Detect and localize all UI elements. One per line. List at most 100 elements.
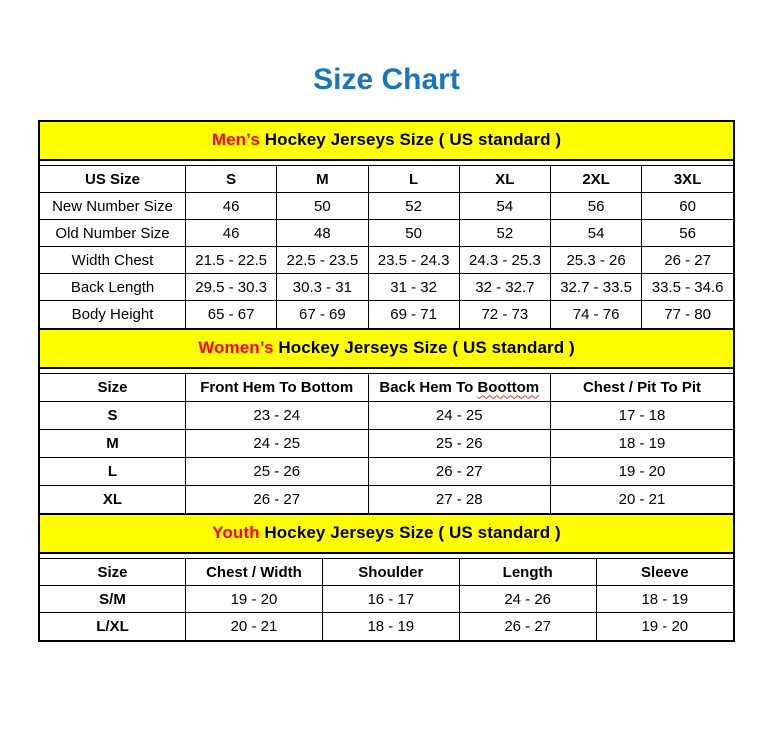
row-label: Back Length xyxy=(40,273,187,301)
column-header-text: Chest / Pit To Pit xyxy=(582,378,702,396)
column-header-text: 3XL xyxy=(673,170,702,188)
table-row: M 24 - 25 25 - 26 18 - 19 xyxy=(40,428,733,458)
cell-value: 32.7 - 33.5 xyxy=(549,273,643,301)
cell-value: 19 - 20 xyxy=(185,585,323,613)
column-header: Length xyxy=(458,558,597,586)
row-label: S xyxy=(40,400,187,430)
column-header-text: Back Hem To xyxy=(379,378,478,396)
cell-value: 20 - 21 xyxy=(549,484,733,513)
cell-value: 18 - 19 xyxy=(321,612,460,640)
row-label: M xyxy=(40,428,187,458)
cell-value: 31 - 32 xyxy=(367,273,460,301)
column-header: Chest / Pit To Pit xyxy=(549,372,733,402)
section-heading-youth: Youth Hockey Jerseys Size ( US standard … xyxy=(40,513,733,554)
cell-value: 74 - 76 xyxy=(549,300,643,328)
table-row: Body Height 65 - 67 67 - 69 69 - 71 72 - 73 7… xyxy=(40,300,733,328)
row-label: Body Height xyxy=(40,300,187,328)
cell-value: 25 - 26 xyxy=(185,456,369,486)
header-row: Size Chest / Width Shoulder Length Sleeve xyxy=(40,558,733,586)
column-header: Front Hem To Bottom xyxy=(185,372,369,402)
column-header-text: XL xyxy=(495,170,515,188)
cell-value: 24 - 25 xyxy=(185,428,369,458)
row-label: L/XL xyxy=(40,612,187,640)
cell-value: 18 - 19 xyxy=(595,585,733,613)
column-header: Shoulder xyxy=(321,558,460,586)
row-label: XL xyxy=(40,484,187,513)
column-header-text: L xyxy=(409,170,419,188)
section-heading-text: Hockey Jerseys Size ( US standard ) xyxy=(273,337,575,357)
cell-value: 21.5 - 22.5 xyxy=(185,246,278,274)
cell-value: 69 - 71 xyxy=(367,300,460,328)
column-header: Sleeve xyxy=(595,558,733,586)
column-header-text: Chest / Width xyxy=(206,563,302,581)
row-label: Width Chest xyxy=(40,246,187,274)
column-header: XL xyxy=(458,165,551,193)
cell-value: 54 xyxy=(549,219,643,247)
table-row: S 23 - 24 24 - 25 17 - 18 xyxy=(40,400,733,430)
womens-size-table: Size Front Hem To Bottom Back Hem To Boott… xyxy=(40,372,733,513)
cell-value: 52 xyxy=(458,219,551,247)
column-header-text: Length xyxy=(502,563,553,581)
cell-value: 72 - 73 xyxy=(458,300,551,328)
cell-value: 30.3 - 31 xyxy=(276,273,369,301)
row-label: S/M xyxy=(40,585,187,613)
cell-value: 25 - 26 xyxy=(367,428,551,458)
cell-value: 24 - 26 xyxy=(458,585,597,613)
cell-value: 23 - 24 xyxy=(185,400,369,430)
row-label: New Number Size xyxy=(40,192,187,220)
cell-value: 46 xyxy=(185,219,278,247)
column-header-text: Size xyxy=(97,563,128,581)
table-row: New Number Size 46 50 52 54 56 60 xyxy=(40,192,733,220)
section-heading-highlight: Men’s xyxy=(211,130,260,149)
page-title: Size Chart xyxy=(313,63,460,96)
cell-value: 26 - 27 xyxy=(367,456,551,486)
section-heading-text: Hockey Jerseys Size ( US standard ) xyxy=(259,523,561,542)
header-row: US Size S M L XL 2XL 3XL xyxy=(40,165,733,193)
column-header-text: US Size xyxy=(85,170,141,188)
row-label: L xyxy=(40,456,187,486)
column-header: 2XL xyxy=(549,165,643,193)
column-header-text: 2XL xyxy=(582,170,610,188)
cell-value: 50 xyxy=(367,219,460,247)
misspelled-word: Boottom xyxy=(477,378,540,396)
cell-value: 56 xyxy=(549,192,643,220)
mens-size-table: US Size S M L XL 2XL 3XL New Number Size 46 50 52 5… xyxy=(40,165,733,328)
size-chart: Men’s Hockey Jerseys Size ( US standard … xyxy=(38,120,735,642)
cell-value: 29.5 - 30.3 xyxy=(185,273,278,301)
column-header-text: S xyxy=(226,170,237,188)
cell-value: 60 xyxy=(641,192,733,220)
row-label: Old Number Size xyxy=(40,219,187,247)
cell-value: 19 - 20 xyxy=(595,612,733,640)
cell-value: 48 xyxy=(276,219,369,247)
cell-value: 65 - 67 xyxy=(185,300,278,328)
cell-value: 24.3 - 25.3 xyxy=(458,246,551,274)
column-header-text: Size xyxy=(97,378,128,396)
cell-value: 23.5 - 24.3 xyxy=(367,246,460,274)
cell-value: 50 xyxy=(276,192,369,220)
column-header: Chest / Width xyxy=(185,558,323,586)
column-header: Size xyxy=(40,372,187,402)
column-header-text: Shoulder xyxy=(358,563,424,581)
section-heading-text: Hockey Jerseys Size ( US standard ) xyxy=(259,130,562,149)
column-header: US Size xyxy=(40,165,187,193)
cell-value: 26 - 27 xyxy=(458,612,597,640)
cell-value: 77 - 80 xyxy=(641,300,733,328)
cell-value: 26 - 27 xyxy=(641,246,733,274)
column-header: Back Hem To Boottom xyxy=(367,372,551,402)
table-row: L 25 - 26 26 - 27 19 - 20 xyxy=(40,456,733,486)
cell-value: 18 - 19 xyxy=(549,428,733,458)
column-header: M xyxy=(276,165,369,193)
header-row: Size Front Hem To Bottom Back Hem To Boott… xyxy=(40,372,733,402)
cell-value: 54 xyxy=(458,192,551,220)
table-row: Old Number Size 46 48 50 52 54 56 xyxy=(40,219,733,247)
column-header-text: M xyxy=(316,170,329,188)
youth-size-table: Size Chest / Width Shoulder Length Sleeve S/M… xyxy=(40,558,733,640)
column-header: S xyxy=(185,165,278,193)
column-header: Size xyxy=(40,558,187,586)
cell-value: 27 - 28 xyxy=(367,484,551,513)
table-row: XL 26 - 27 27 - 28 20 - 21 xyxy=(40,484,733,513)
cell-value: 19 - 20 xyxy=(549,456,733,486)
table-row: L/XL 20 - 21 18 - 19 26 - 27 19 - 20 xyxy=(40,612,733,640)
column-header: L xyxy=(367,165,460,193)
cell-value: 17 - 18 xyxy=(549,400,733,430)
